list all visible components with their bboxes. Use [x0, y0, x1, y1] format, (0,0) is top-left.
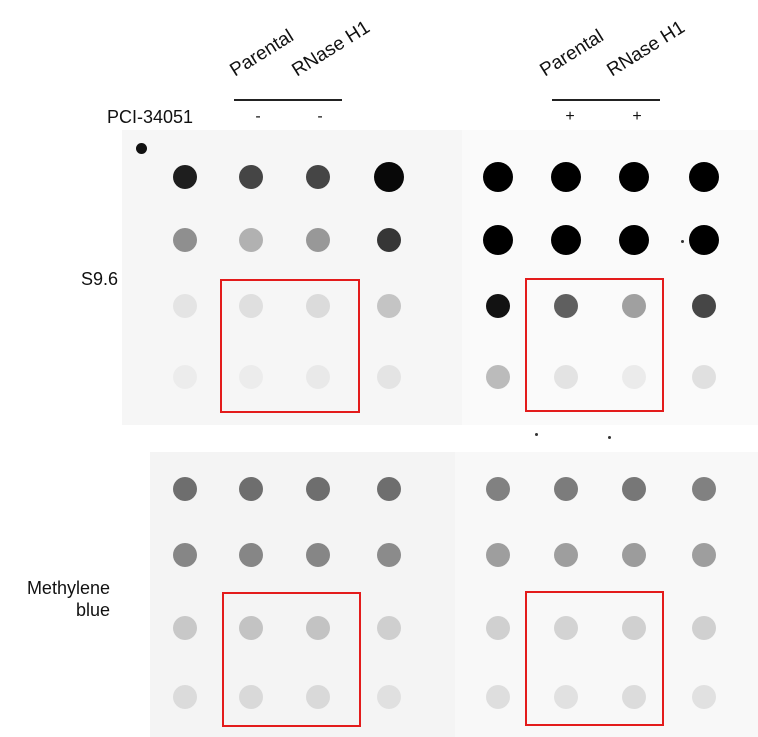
s96-left-dot-r2-c2 [239, 228, 263, 252]
s96-left-dot-r1-c2 [239, 165, 263, 189]
sign-right-2: + [632, 108, 642, 125]
mb-right-dot-r4-c3 [622, 685, 646, 709]
s96-right-dot-r1-c1 [483, 162, 513, 192]
sign-left-2: - [317, 108, 323, 125]
s96-right-dot-r3-c3 [622, 294, 646, 318]
mb-left-dot-r3-c3 [306, 616, 330, 640]
membrane-artifact [136, 143, 147, 154]
s96-left-dot-r2-c4 [377, 228, 401, 252]
lane-label-rnaseh1-right: RNase H1 [603, 16, 689, 82]
s96-right-dot-r4-c4 [692, 365, 716, 389]
s96-right-dot-r2-c4 [689, 225, 719, 255]
sign-right-1: + [565, 108, 575, 125]
s96-left-dot-r3-c4 [377, 294, 401, 318]
mb-left-dot-r1-c1 [173, 477, 197, 501]
s96-right-dot-r4-c1 [486, 365, 510, 389]
mb-left-dot-r3-c4 [377, 616, 401, 640]
s96-left-dot-r3-c2 [239, 294, 263, 318]
highlight-box-s96-right [525, 278, 664, 412]
s96-left-dot-r3-c1 [173, 294, 197, 318]
mb-right-dot-r4-c2 [554, 685, 578, 709]
lane-label-parental-right: Parental [536, 25, 608, 82]
s96-left-dot-r3-c3 [306, 294, 330, 318]
s96-right-dot-r4-c3 [622, 365, 646, 389]
s96-right-dot-r1-c2 [551, 162, 581, 192]
membrane-artifact [681, 240, 684, 243]
s96-right-dot-r4-c2 [554, 365, 578, 389]
membrane-artifact [608, 436, 611, 439]
highlight-box-mb-left [222, 592, 361, 727]
mb-left-dot-r2-c1 [173, 543, 197, 567]
bracket-line-right [552, 99, 660, 101]
s96-right-dot-r2-c1 [483, 225, 513, 255]
s96-right-dot-r2-c2 [551, 225, 581, 255]
mb-left-dot-r2-c3 [306, 543, 330, 567]
blot-label-methylene-blue: Methylene blue [26, 578, 110, 620]
mb-left-dot-r2-c2 [239, 543, 263, 567]
sign-left-1: - [255, 108, 261, 125]
mb-right-dot-r3-c1 [486, 616, 510, 640]
highlight-box-mb-right [525, 591, 664, 726]
s96-left-dot-r2-c1 [173, 228, 197, 252]
s96-right-dot-r2-c3 [619, 225, 649, 255]
mb-left-dot-r1-c2 [239, 477, 263, 501]
mb-right-dot-r2-c2 [554, 543, 578, 567]
mb-left-dot-r4-c3 [306, 685, 330, 709]
mb-right-dot-r3-c3 [622, 616, 646, 640]
mb-left-dot-r1-c3 [306, 477, 330, 501]
mb-left-dot-r3-c2 [239, 616, 263, 640]
mb-right-dot-r1-c4 [692, 477, 716, 501]
mb-right-dot-r2-c1 [486, 543, 510, 567]
highlight-box-s96-left [220, 279, 360, 413]
s96-left-dot-r1-c1 [173, 165, 197, 189]
mb-right-dot-r4-c1 [486, 685, 510, 709]
s96-right-dot-r1-c4 [689, 162, 719, 192]
s96-right-dot-r3-c2 [554, 294, 578, 318]
s96-right-dot-r1-c3 [619, 162, 649, 192]
mb-right-dot-r1-c1 [486, 477, 510, 501]
blot-label-s96: S9.6 [80, 269, 118, 289]
s96-right-dot-r3-c4 [692, 294, 716, 318]
s96-left-dot-r1-c3 [306, 165, 330, 189]
lane-label-rnaseh1-left: RNase H1 [288, 16, 374, 82]
bracket-line-left [234, 99, 342, 101]
mb-left-dot-r4-c4 [377, 685, 401, 709]
mb-right-dot-r2-c4 [692, 543, 716, 567]
s96-left-dot-r1-c4 [374, 162, 404, 192]
mb-left-dot-r3-c1 [173, 616, 197, 640]
membrane-artifact [535, 433, 538, 436]
s96-left-dot-r4-c3 [306, 365, 330, 389]
mb-right-dot-r3-c2 [554, 616, 578, 640]
mb-right-dot-r2-c3 [622, 543, 646, 567]
treatment-label: PCI-34051 [107, 107, 194, 127]
mb-right-dot-r1-c2 [554, 477, 578, 501]
mb-right-dot-r3-c4 [692, 616, 716, 640]
s96-left-dot-r4-c2 [239, 365, 263, 389]
mb-left-dot-r4-c2 [239, 685, 263, 709]
s96-left-dot-r4-c1 [173, 365, 197, 389]
mb-left-dot-r4-c1 [173, 685, 197, 709]
mb-right-dot-r1-c3 [622, 477, 646, 501]
mb-left-dot-r1-c4 [377, 477, 401, 501]
mb-membrane-right [455, 452, 758, 737]
s96-left-dot-r4-c4 [377, 365, 401, 389]
s96-left-dot-r2-c3 [306, 228, 330, 252]
mb-left-dot-r2-c4 [377, 543, 401, 567]
mb-right-dot-r4-c4 [692, 685, 716, 709]
lane-label-parental-left: Parental [226, 25, 298, 82]
mb-membrane-left [150, 452, 455, 737]
s96-right-dot-r3-c1 [486, 294, 510, 318]
